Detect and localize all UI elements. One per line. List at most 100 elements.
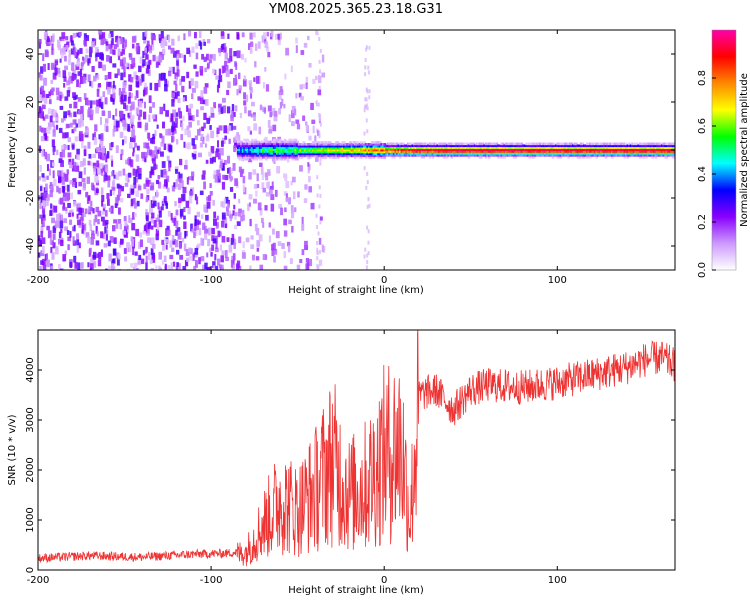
heatmap-cell <box>403 154 407 157</box>
heatmap-cell <box>104 219 109 225</box>
heatmap-cell <box>186 177 189 185</box>
heatmap-cell <box>562 146 566 149</box>
heatmap-cell <box>456 154 460 157</box>
heatmap-cell <box>441 146 444 149</box>
heatmap-cell <box>110 263 115 270</box>
heatmap-cell <box>556 152 560 155</box>
heatmap-cell <box>269 146 273 149</box>
heatmap-cell <box>155 233 159 241</box>
heatmap-cell <box>447 142 450 146</box>
heatmap-cell <box>269 154 273 157</box>
heatmap-cell <box>306 262 310 270</box>
heatmap-cell <box>559 156 563 159</box>
heatmap-cell <box>302 83 306 89</box>
heatmap-cell <box>640 148 644 151</box>
heatmap-cell <box>313 141 316 144</box>
heatmap-cell <box>75 64 80 70</box>
heatmap-cell <box>442 148 446 151</box>
heatmap-cell <box>318 154 321 158</box>
heatmap-cell <box>324 156 327 160</box>
heatmap-cell <box>545 154 549 157</box>
heatmap-cell <box>614 148 617 151</box>
heatmap-cell <box>85 232 90 238</box>
heatmap-cell <box>302 143 306 146</box>
heatmap-cell <box>127 158 130 165</box>
heatmap-cell <box>590 154 594 157</box>
heatmap-cell <box>67 86 71 94</box>
heatmap-cell <box>59 151 63 158</box>
heatmap-cell <box>95 147 100 152</box>
heatmap-cell <box>234 224 238 230</box>
heatmap-cell <box>49 237 52 245</box>
heatmap-cell <box>364 148 368 152</box>
heatmap-cell <box>668 146 672 149</box>
heatmap-cell <box>338 154 341 158</box>
heatmap-cell <box>87 160 91 166</box>
heatmap-cell <box>238 146 242 149</box>
heatmap-cell <box>425 144 429 148</box>
heatmap-cell <box>512 150 516 153</box>
heatmap-cell <box>671 154 675 157</box>
heatmap-cell <box>450 156 454 159</box>
heatmap-cell <box>469 148 472 151</box>
heatmap-cell <box>656 150 659 153</box>
heatmap-cell <box>308 150 312 154</box>
heatmap-cell <box>39 240 42 247</box>
heatmap-cell <box>357 146 360 150</box>
heatmap-cell <box>91 65 95 72</box>
heatmap-cell <box>526 148 530 151</box>
heatmap-cell <box>155 217 160 222</box>
heatmap-cell <box>353 143 357 146</box>
heatmap-cell <box>195 43 199 49</box>
heatmap-cell <box>358 146 362 150</box>
heatmap-cell <box>246 150 250 153</box>
heatmap-cell <box>221 43 225 50</box>
heatmap-cell <box>318 259 323 266</box>
heatmap-cell <box>215 148 220 153</box>
heatmap-cell <box>58 231 62 239</box>
heatmap-cell <box>317 74 320 79</box>
heatmap-cell <box>405 154 408 157</box>
heatmap-cell <box>191 115 195 122</box>
heatmap-cell <box>41 218 44 224</box>
heatmap-cell <box>130 122 134 129</box>
heatmap-cell <box>229 68 233 74</box>
heatmap-cell <box>339 154 343 158</box>
heatmap-cell <box>339 150 343 154</box>
heatmap-cell <box>464 150 468 153</box>
heatmap-cell <box>313 154 316 158</box>
heatmap-cell <box>667 154 670 157</box>
heatmap-cell <box>324 146 327 150</box>
heatmap-cell <box>570 146 574 149</box>
heatmap-cell <box>72 32 77 38</box>
heatmap-cell <box>173 114 177 123</box>
heatmap-cell <box>235 269 239 270</box>
heatmap-cell <box>484 142 488 146</box>
heatmap-cell <box>673 152 675 155</box>
heatmap-cell <box>399 144 402 148</box>
heatmap-cell <box>159 134 163 139</box>
heatmap-cell <box>486 142 489 146</box>
heatmap-cell <box>65 132 69 139</box>
heatmap-cell <box>425 142 429 146</box>
heatmap-cell <box>44 49 49 58</box>
heatmap-cell <box>645 154 648 157</box>
heatmap-cell <box>419 144 422 148</box>
heatmap-cell <box>498 148 502 151</box>
heatmap-cell <box>462 146 466 149</box>
heatmap-cell <box>330 154 334 158</box>
heatmap-cell <box>243 157 246 161</box>
heatmap-cell <box>374 141 377 144</box>
heatmap-cell <box>265 152 268 155</box>
heatmap-cell <box>543 148 547 151</box>
heatmap-cell <box>383 144 387 148</box>
heatmap-cell <box>646 142 650 146</box>
heatmap-cell <box>508 142 511 146</box>
heatmap-cell <box>206 53 209 61</box>
heatmap-cell <box>422 150 426 153</box>
heatmap-cell <box>229 213 233 222</box>
heatmap-cell <box>263 150 267 153</box>
heatmap-cell <box>266 152 270 155</box>
heatmap-cell <box>462 144 466 148</box>
heatmap-cell <box>242 184 245 192</box>
